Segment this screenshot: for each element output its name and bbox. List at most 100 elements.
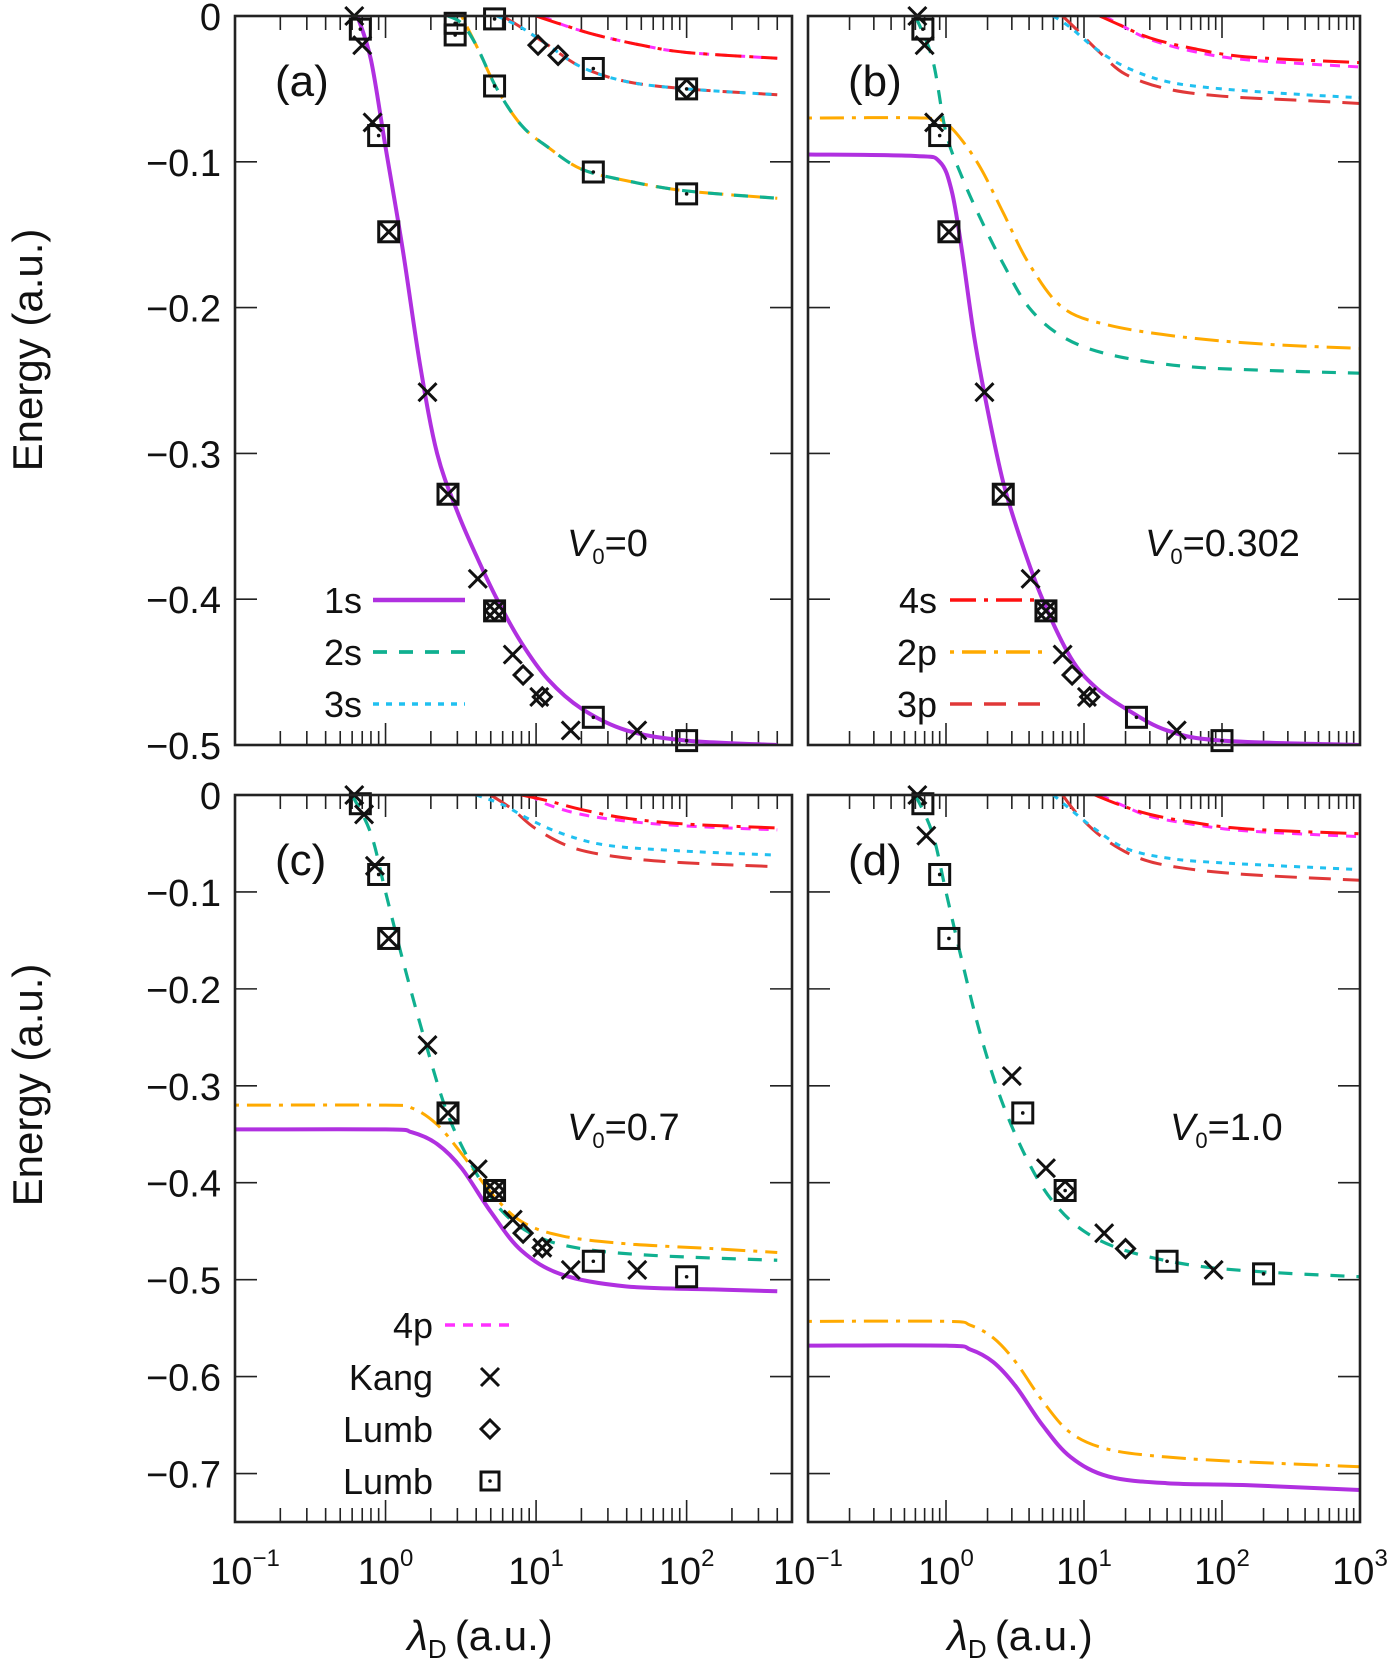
x-tick-label: 100 (358, 1545, 414, 1593)
legend-marker-square-dot (488, 1479, 492, 1483)
v0-label: V0=1.0 (1170, 1107, 1283, 1153)
legend-entry-lumb: Lumb (343, 1409, 502, 1450)
markers-group (907, 784, 1276, 1286)
panel-b: (b) V0=0.302 (806, 5, 1362, 753)
marker-lumb-square-dot (684, 192, 689, 196)
series-line-2p (808, 1319, 1360, 1469)
legend: 1s 2s 3s 4s 2p 3p 4p Kang Lumb Lumb (324, 580, 1042, 1502)
marker-lumb-square-dot (376, 133, 381, 138)
x-axis-subscript: D (968, 1634, 987, 1664)
legend-entry-4p: 4p (393, 1305, 515, 1346)
marker-lumb-square (483, 74, 507, 98)
series-line-3s (1052, 795, 1360, 872)
legend-marker-cross-icon (479, 1366, 501, 1388)
marker-kang-cross (1035, 600, 1057, 621)
series-line-4p (1103, 16, 1360, 69)
legend-marker-diamond-icon (478, 1417, 502, 1441)
series-line-1s (355, 16, 778, 745)
x-tick-label: 102 (659, 1545, 715, 1593)
marker-lumb-diamond (531, 685, 554, 709)
legend-label: 4p (393, 1305, 433, 1346)
marker-lumb-diamond (1034, 599, 1058, 622)
series-line-1s (808, 1343, 1360, 1493)
marker-lumb-square (581, 160, 605, 184)
marker-lumb-square (581, 56, 605, 80)
series-group (808, 795, 1360, 1493)
marker-lumb-square-dot (492, 84, 497, 88)
series-line-3p (1061, 795, 1360, 882)
marker-lumb-square-dot (1134, 715, 1139, 720)
x-tick-label: 101 (508, 1545, 564, 1593)
marker-lumb-square-dot (591, 1259, 596, 1264)
x-axis-unit: (a.u.) (455, 1612, 553, 1659)
marker-kang-cross (362, 112, 383, 133)
marker-lumb-diamond (1078, 685, 1101, 709)
x-tick-label: 10−1 (210, 1545, 280, 1593)
marker-lumb-square-dot (947, 936, 951, 941)
marker-kang-cross (627, 720, 648, 741)
plot-frame (806, 14, 1362, 747)
y-tick-label: −0.7 (146, 1455, 221, 1497)
marker-lumb-diamond (483, 599, 506, 622)
legend-entry-4s: 4s (899, 580, 1042, 621)
marker-lumb-square-dot (937, 133, 942, 138)
legend-label: Lumb (343, 1461, 433, 1502)
legend-entry-1s: 1s (324, 580, 465, 621)
y-tick-label: −0.2 (146, 289, 221, 331)
marker-lumb-square (1011, 1101, 1035, 1125)
marker-lumb-diamond (1054, 1179, 1077, 1202)
series-line-2s (913, 16, 1360, 375)
marker-lumb-square (377, 926, 401, 950)
y-tick-label: −0.3 (146, 1067, 221, 1109)
series-group (355, 16, 778, 745)
marker-lumb-square (436, 482, 460, 506)
marker-kang-cross (1052, 644, 1073, 665)
marker-lumb-diamond (1114, 1237, 1137, 1260)
x-tick-label: 100 (918, 1545, 974, 1593)
svg-text:λD(a.u.): λD (a.u.) (405, 1612, 552, 1664)
marker-lumb-square (991, 482, 1015, 506)
marker-lumb-square-dot (358, 27, 363, 31)
marker-lumb-square (581, 1249, 605, 1273)
panel-label: (a) (275, 57, 329, 106)
panel-label: (d) (848, 836, 902, 885)
y-axis-title-bottom: Energy (a.u.) (4, 964, 51, 1207)
marker-lumb-square (581, 705, 605, 729)
marker-kang-cross (378, 928, 399, 949)
marker-kang-cross (484, 1180, 505, 1201)
markers-group (907, 5, 1234, 753)
marker-kang-cross (916, 825, 937, 846)
marker-kang-cross (993, 484, 1014, 505)
marker-lumb-square (367, 862, 391, 886)
y-tick-label: 0 (200, 776, 221, 818)
panel-d: 10−1 100 101 102 103 (d) V0=1.0 (773, 784, 1388, 1593)
series-group (808, 16, 1360, 745)
marker-lumb-square (348, 17, 372, 41)
marker-lumb-diamond (511, 663, 535, 687)
legend-entry-kang: Kang (349, 1357, 501, 1398)
v0-label: V0=0.7 (567, 1107, 680, 1153)
x-tick-label: 102 (1194, 1545, 1250, 1593)
series-line-4s (535, 16, 778, 60)
legend-label: 2s (324, 632, 362, 673)
legend-entry-3p: 3p (897, 684, 1042, 725)
marker-kang-cross (484, 600, 505, 621)
series-line-1s (235, 1127, 778, 1294)
marker-lumb-diamond (483, 1179, 506, 1202)
y-tick-label: −0.1 (146, 873, 221, 915)
marker-kang-cross (437, 484, 459, 505)
y-tick-label: −0.1 (146, 143, 221, 185)
marker-lumb-square (1124, 705, 1148, 729)
series-line-3s (475, 795, 778, 857)
y-tick-label: −0.5 (146, 726, 221, 768)
marker-lumb-square (377, 220, 401, 244)
series-line-4s (521, 795, 778, 830)
marker-lumb-diamond (675, 77, 698, 101)
marker-kang-cross (938, 221, 959, 242)
marker-lumb-diamond (531, 1236, 554, 1259)
legend-label: Kang (349, 1357, 433, 1398)
panel-a: 0 −0.1 −0.2 −0.3 −0.4 −0.5 (a) V0=0 (146, 0, 794, 768)
x-axis-title-left: λD (a.u.) (405, 1612, 552, 1664)
marker-kang-cross (1020, 568, 1041, 589)
marker-lumb-square-dot (684, 87, 689, 91)
